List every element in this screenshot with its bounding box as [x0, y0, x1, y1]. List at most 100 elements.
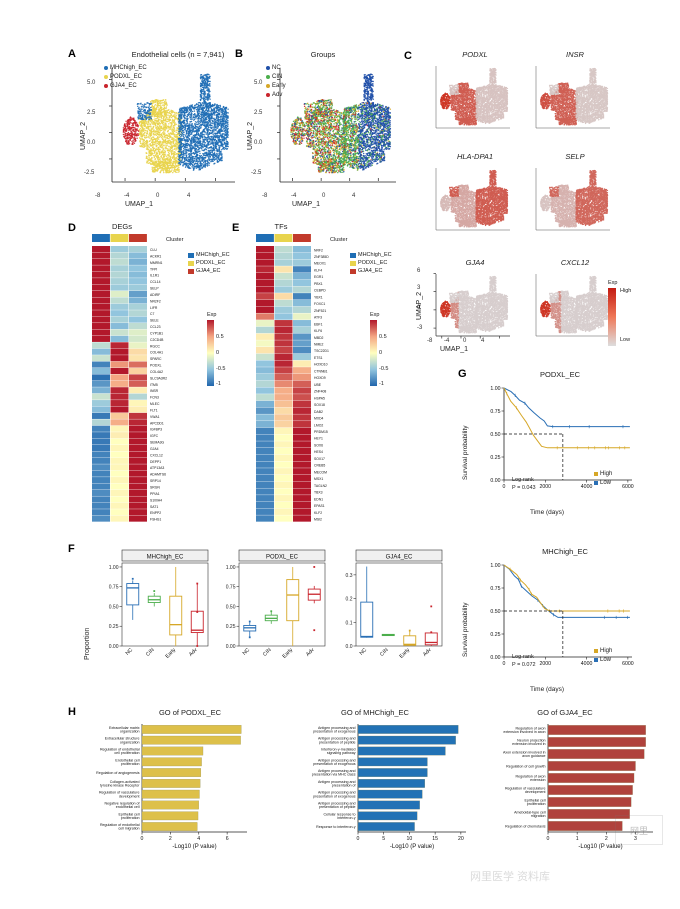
go-xtick: 20	[458, 836, 464, 842]
go-bar	[547, 821, 623, 831]
heatmap-gene-label: EBF1	[314, 322, 323, 326]
legend-swatch-icon	[594, 472, 598, 476]
go-xlabel: -Log10 (P value)	[390, 844, 434, 850]
go-xtick: 5	[382, 836, 385, 842]
km-ytick: 0.00	[490, 478, 500, 484]
go-bar	[141, 800, 199, 810]
heatmap-gene-label: COL4A2	[150, 370, 163, 374]
cluster-label: PODXL_EC	[196, 260, 225, 267]
panel-a-xlabel: UMAP_1	[125, 201, 153, 208]
panel-c-colorbar-high: High	[620, 288, 631, 294]
panel-g-km-mhchigh: 0.00 0.25 0.50 0.75 1.00 0 2000 4000 6000	[490, 563, 634, 667]
panel-a-legend: MHChigh_EC PODXL_EC GJA4_EC	[104, 64, 147, 91]
legend-swatch-icon	[266, 66, 270, 70]
boxplot-title: MHChigh_EC	[147, 554, 184, 560]
panel-g-ylabel-0: Survival probability	[462, 425, 469, 480]
panel-c-ytick-2: 3	[417, 285, 420, 291]
panel-d-legend-tick-4: -1	[216, 381, 221, 387]
panel-letter-a: A	[68, 48, 76, 60]
km-ytick: 0.00	[490, 655, 500, 661]
go-term-label: presentation via MHC class	[312, 773, 356, 777]
legend-item-cin: CIN	[266, 73, 286, 81]
panel-e-cluster-header: Cluster	[330, 237, 347, 243]
cluster-label: GJA4_EC	[196, 268, 220, 275]
heatmap-gene-label: CLU	[150, 248, 157, 252]
go-bar	[547, 797, 632, 807]
panel-e-cluster-key: MHChigh_EC PODXL_EC GJA4_EC	[350, 252, 392, 276]
heatmap-gene-label: ACKR1	[150, 254, 161, 258]
go-term-label: development	[119, 794, 140, 798]
cluster-swatch-icon	[188, 261, 194, 266]
go-term-label: Collagen-activated	[110, 780, 140, 784]
legend-item-low: Low	[594, 479, 612, 487]
legend-item-low: Low	[594, 656, 612, 664]
cluster-key-row: GJA4_EC	[350, 268, 392, 275]
heatmap-gene-label: EDN1	[314, 497, 323, 501]
panel-h-go-podxl: Extracellular matrixorganizationExtracel…	[96, 724, 247, 850]
heatmap-gene-label: KLF6	[314, 329, 322, 333]
heatmap-gene-label: PODXL	[150, 364, 162, 368]
heatmap-gene-label: TSC22D1	[314, 349, 329, 353]
watermark-text-2: 网里医学 资料库	[470, 868, 550, 884]
panel-letter-b: B	[235, 48, 243, 60]
go-bar	[357, 789, 423, 799]
go-term-label: Antigen processing and	[318, 802, 356, 806]
heatmap-gene-label: YBX1	[314, 295, 323, 299]
go-term-label: Regulation of chemotaxis	[505, 824, 546, 828]
heatmap-gene-label: MECOM	[314, 470, 327, 474]
km-ytick: 0.75	[490, 586, 500, 592]
km-xtick: 0	[503, 484, 506, 490]
go-term-label: endothelial cell	[116, 805, 140, 809]
panel-a-title: Endothelial cells (n = 7,941)	[98, 50, 258, 59]
go-xtick: 3	[634, 836, 637, 842]
go-term-label: extension involved in	[512, 742, 545, 746]
go-term-label: proliferation	[121, 816, 140, 820]
legend-swatch-icon	[594, 649, 598, 653]
go-bar	[141, 779, 201, 788]
panel-a-ylabel: UMAP_2	[80, 122, 87, 150]
heatmap-gene-label: SPARC	[150, 357, 162, 361]
heatmap-gene-label: MSX1	[314, 477, 323, 481]
heatmap-gene-label: C7	[150, 312, 154, 316]
go-term-label: presentation of peptide	[319, 805, 356, 809]
boxplot-ytick: 0.2	[346, 597, 353, 603]
go-term-label: extension involved in axon	[503, 730, 545, 734]
legend-swatch-icon	[266, 84, 270, 88]
heatmap-gene-label: S100A4	[150, 498, 162, 502]
go-term-label: Regulation of angiogenesis	[96, 771, 140, 775]
heatmap-gene-label: APCDD1	[150, 421, 164, 425]
legend-swatch-icon	[594, 481, 598, 485]
panel-d-cluster-key: MHChigh_EC PODXL_EC GJA4_EC	[188, 252, 230, 276]
km-xtick: 6000	[622, 661, 634, 667]
boxplot-xtick: Early	[282, 647, 295, 660]
heatmap-gene-label: SRP14	[150, 479, 161, 483]
heatmap-gene-label: NR2F2	[150, 299, 161, 303]
legend-item-early: Early	[266, 82, 286, 90]
panel-d-title: DEGs	[92, 222, 152, 231]
go-term-label: cell migration	[118, 827, 139, 831]
heatmap-gene-label: LMO2	[314, 423, 323, 427]
go-bar	[357, 725, 459, 734]
legend-swatch-icon	[266, 75, 270, 79]
panel-g-title-1: MHChigh_EC	[500, 547, 630, 556]
panel-b-xtick-2: 0	[322, 193, 325, 199]
panel-f-ylabel: Proportion	[84, 628, 91, 660]
heatmap-gene-label: UBE	[314, 383, 322, 387]
go-term-label: Neuron projection	[517, 739, 545, 743]
heatmap-gene-label: COL4A1	[150, 351, 163, 355]
boxplot-ytick: 0.00	[109, 644, 119, 650]
boxplot-ytick: 0.3	[346, 573, 353, 579]
cluster-swatch-icon	[350, 261, 356, 266]
heatmap-gene-label: SELP	[150, 287, 159, 291]
heatmap-gene-label: IL1R1	[150, 274, 159, 278]
panel-c-xtick-3: 4	[481, 338, 484, 344]
panel-c-featureplot-podxl	[435, 66, 510, 129]
panel-a-ytick-1: 0.0	[87, 140, 95, 146]
go-term-label: Interferon-γ-mediated	[321, 748, 355, 752]
go-term-label: Antigen processing and	[318, 780, 356, 784]
boxplot-ytick: 0.50	[109, 604, 119, 610]
cluster-key-row: PODXL_EC	[350, 260, 392, 267]
panel-g-logrank-0: Log-rank	[512, 477, 534, 483]
heatmap-gene-label: ADIRF	[150, 293, 160, 297]
go-term-label: presentation of exogenous	[313, 762, 356, 766]
